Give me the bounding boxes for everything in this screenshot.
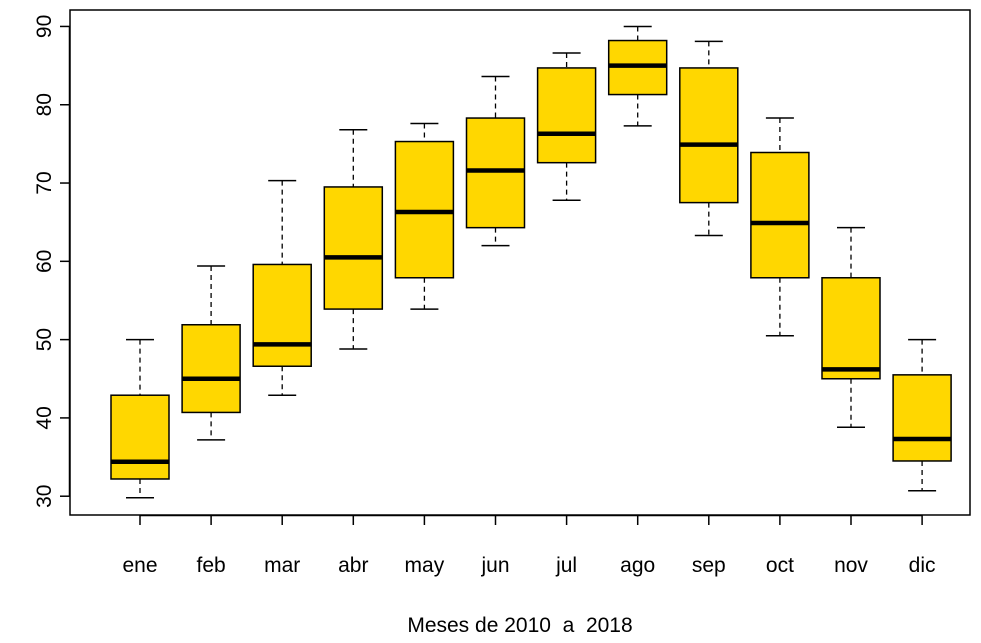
iqr-box (679, 67, 739, 204)
iqr-box (252, 263, 312, 367)
y-tick-label: 30 (33, 485, 56, 508)
box-nov (821, 226, 881, 429)
x-tick-label-may: may (405, 554, 445, 577)
iqr-box (536, 67, 597, 164)
iqr-box (892, 374, 952, 462)
x-tick-label-abr: abr (338, 554, 368, 577)
y-tick-label: 80 (33, 93, 56, 116)
box-oct (750, 117, 810, 337)
box-jun (465, 75, 526, 247)
x-tick-label-oct: oct (766, 554, 794, 577)
y-tick-label: 90 (33, 15, 56, 38)
box-feb (181, 265, 241, 441)
x-axis-title: Meses de 2010 a 2018 (407, 614, 632, 637)
y-tick-label: 70 (33, 171, 56, 194)
x-tick-label-jul: jul (555, 554, 577, 577)
box-ene (110, 338, 170, 499)
x-tick-label-jun: jun (480, 554, 509, 577)
y-tick-label: 60 (33, 250, 56, 273)
box-mar (252, 179, 312, 396)
boxes-group (110, 25, 952, 499)
x-tick-label-dic: dic (909, 554, 936, 577)
y-tick-label: 50 (33, 328, 56, 351)
iqr-box (394, 140, 455, 279)
iqr-box (821, 277, 881, 380)
box-jul (536, 52, 597, 202)
iqr-box (110, 394, 170, 480)
x-tick-label-ago: ago (620, 554, 655, 577)
x-tick-label-nov: nov (834, 554, 868, 577)
box-dic (892, 338, 952, 492)
iqr-box (181, 323, 241, 414)
x-tick-label-feb: feb (196, 554, 225, 577)
x-tick-label-sep: sep (692, 554, 726, 577)
y-tick-label: 40 (33, 406, 56, 429)
box-sep (679, 40, 739, 237)
x-axis: ene feb mar abr may jun jul ago sep oct nov dic (122, 514, 936, 577)
iqr-box (465, 117, 526, 229)
x-tick-label-ene: ene (122, 554, 157, 577)
iqr-box (750, 151, 810, 279)
y-axis: 30 40 50 60 70 80 90 (33, 15, 71, 508)
box-may (394, 122, 455, 310)
box-abr (323, 129, 384, 350)
iqr-box (323, 186, 384, 310)
box-ago (607, 25, 668, 127)
x-tick-label-mar: mar (264, 554, 300, 577)
